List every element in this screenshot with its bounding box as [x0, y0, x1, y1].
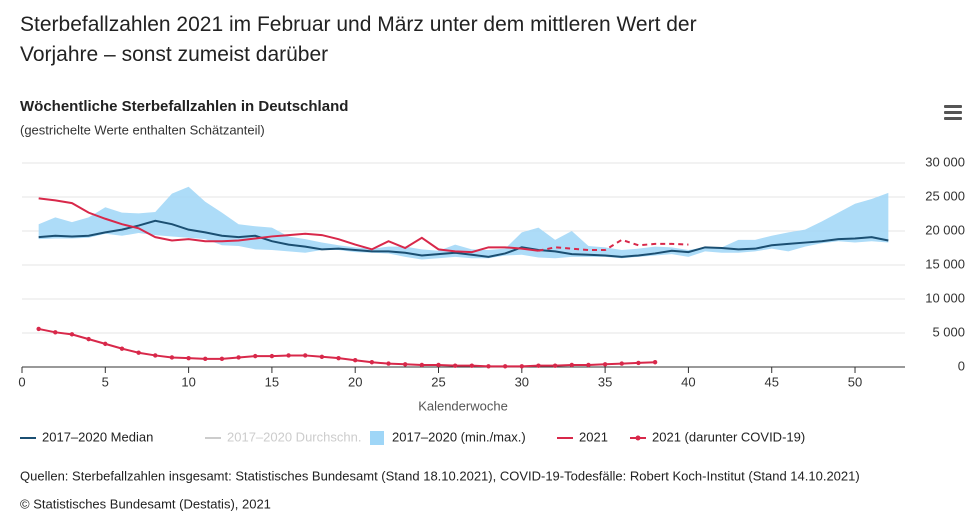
y-tick-label: 20 000 [925, 222, 965, 237]
legend-item: 2021 (darunter COVID-19) [630, 429, 805, 444]
y-tick-label: 30 000 [925, 154, 965, 169]
credit: © Statistisches Bundesamt (Destatis), 20… [20, 496, 271, 511]
series-marker [519, 364, 525, 369]
series-marker [353, 358, 358, 363]
series-marker [436, 362, 441, 368]
title: Sterbefallzahlen 2021 im Februar und Mär… [20, 13, 697, 66]
series-marker [219, 356, 225, 362]
series-marker [119, 346, 125, 351]
series-line [38, 197, 539, 254]
x-tick-label: 35 [598, 374, 612, 389]
chart-note: (gestrichelte Werte enthalten Schätzante… [20, 122, 265, 137]
legend-label: 2017–2020 (min./max.) [392, 429, 526, 444]
x-tick-label: 50 [848, 374, 862, 389]
series-marker [269, 353, 275, 359]
series-marker [636, 360, 641, 366]
legend-label: 2021 (darunter COVID-19) [652, 429, 805, 444]
series-marker [86, 336, 91, 342]
legend-label: 2017–2020 Durchschn. [227, 429, 361, 444]
series-marker [169, 355, 175, 360]
series-marker [619, 361, 624, 366]
series-marker [303, 353, 308, 358]
series-marker [136, 350, 141, 355]
series-line [38, 327, 656, 368]
series-marker [319, 354, 325, 359]
menu-button[interactable] [944, 105, 962, 120]
series-marker [286, 353, 291, 358]
x-tick-label: 10 [181, 374, 195, 389]
x-tick-label: 25 [431, 374, 445, 389]
series-marker [469, 363, 475, 368]
series-marker [53, 330, 58, 335]
series-marker [652, 360, 658, 365]
x-axis-label: Kalenderwoche [418, 398, 508, 413]
series-line [538, 238, 689, 252]
series-marker [402, 362, 408, 367]
legend-symbol [370, 431, 384, 445]
series-marker [602, 362, 608, 367]
x-tick-label: 20 [348, 374, 362, 389]
series-marker [586, 362, 591, 368]
y-tick-label: 25 000 [925, 188, 965, 203]
series-marker [386, 361, 391, 366]
legend-marker [635, 435, 641, 441]
y-tick-label: 15 000 [925, 256, 965, 271]
series-marker [69, 332, 75, 337]
series-marker [486, 364, 491, 369]
y-tick-label: 0 [958, 358, 965, 373]
legend-item: 2021 [557, 429, 608, 444]
series-line [38, 219, 889, 258]
series-marker [253, 353, 258, 359]
legend-item: 2017–2020 Median [20, 429, 153, 444]
series-marker [36, 326, 41, 332]
legend-label: 2021 [579, 429, 608, 444]
legend-item: 2017–2020 Durchschn. [205, 429, 361, 444]
source: Quellen: Sterbefallzahlen insgesamt: Sta… [20, 468, 860, 483]
x-tick-label: 45 [764, 374, 778, 389]
x-tick-label: 5 [102, 374, 109, 389]
legend-label: 2017–2020 Median [42, 429, 153, 444]
x-tick-label: 40 [681, 374, 695, 389]
series-marker [502, 364, 508, 369]
series-marker [536, 363, 541, 368]
series-marker [452, 363, 458, 368]
y-tick-label: 10 000 [925, 290, 965, 305]
series-marker [236, 355, 241, 360]
legend-item: 2017–2020 (min./max.) [370, 429, 526, 445]
series-marker [569, 362, 574, 368]
series-marker [419, 362, 425, 368]
y-tick-label: 5 000 [932, 324, 965, 339]
chart-subtitle: Wöchentliche Sterbefallzahlen in Deutsch… [20, 98, 348, 115]
series-marker [203, 356, 208, 362]
x-tick-label: 0 [18, 374, 25, 389]
x-tick-label: 15 [265, 374, 279, 389]
series-marker [186, 355, 191, 361]
series-marker [336, 355, 341, 361]
series-marker [369, 360, 375, 365]
series-marker [103, 341, 108, 347]
series-marker [153, 353, 158, 358]
x-tick-label: 30 [515, 374, 529, 389]
series-marker [552, 363, 558, 368]
range-area [38, 186, 889, 260]
